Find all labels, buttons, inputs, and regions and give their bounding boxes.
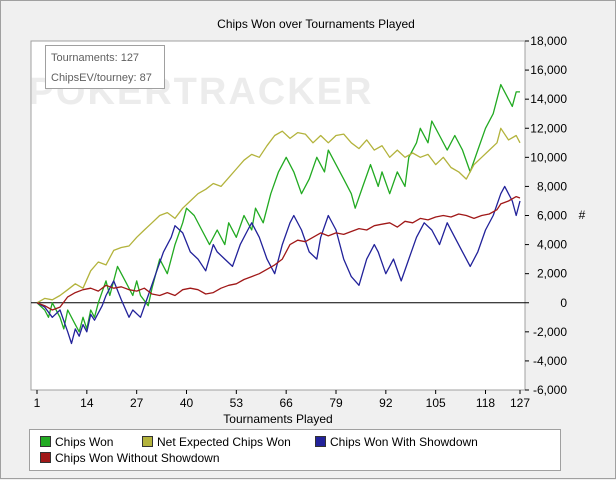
y-tick-label: -2,000 <box>533 325 567 339</box>
x-axis-title: Tournaments Played <box>223 412 332 426</box>
legend-label: Chips Won Without Showdown <box>55 451 220 465</box>
x-tick-label: 79 <box>329 396 343 410</box>
legend-item-chips-won: Chips Won <box>40 434 113 450</box>
y-tick-label: 2,000 <box>537 267 567 281</box>
legend-item-chips-won-without-showdown: Chips Won Without Showdown <box>40 450 220 466</box>
y-tick-label: 14,000 <box>530 92 567 106</box>
x-tick-label: 127 <box>510 396 530 410</box>
legend-swatch <box>142 436 153 447</box>
y-axis-title: # <box>579 208 586 222</box>
x-tick-label: 66 <box>279 396 293 410</box>
x-tick-label: 105 <box>426 396 446 410</box>
legend-label: Chips Won <box>55 435 114 449</box>
series-line-chips-won <box>36 83 520 333</box>
legend-label: Net Expected Chips Won <box>157 435 291 449</box>
x-tick-label: 92 <box>379 396 393 410</box>
legend: Chips Won Net Expected Chips Won Chips Won… <box>29 429 561 471</box>
chart-title: Chips Won over Tournaments Played <box>217 17 415 31</box>
y-tick-label: 16,000 <box>530 63 567 77</box>
info-box: Tournaments: 127 ChipsEV/tourney: 87 <box>45 45 165 89</box>
y-tick-label: 10,000 <box>530 150 567 164</box>
series-line-net-expected-chips-won <box>36 127 521 304</box>
series-line-chips-won-without-showdown <box>36 195 521 311</box>
series-line-chips-won-with-showdown <box>36 185 521 345</box>
legend-swatch <box>40 452 51 463</box>
legend-item-chips-won-with-showdown: Chips Won With Showdown <box>315 434 478 450</box>
x-tick-label: 53 <box>230 396 244 410</box>
y-tick-label: -6,000 <box>533 383 567 397</box>
x-tick-label: 27 <box>130 396 144 410</box>
x-tick-label: 14 <box>80 396 94 410</box>
x-tick-label: 40 <box>180 396 194 410</box>
legend-label: Chips Won With Showdown <box>330 435 478 449</box>
legend-swatch <box>315 436 326 447</box>
y-tick-label: 6,000 <box>537 209 567 223</box>
y-tick-label: 8,000 <box>537 179 567 193</box>
y-tick-label: 4,000 <box>537 238 567 252</box>
x-tick-label: 1 <box>34 396 41 410</box>
chipsev-per-tourney: ChipsEV/tourney: 87 <box>51 72 152 84</box>
legend-swatch <box>40 436 51 447</box>
y-tick-label: -4,000 <box>533 354 567 368</box>
x-tick-label: 118 <box>476 396 495 410</box>
y-tick-label: 0 <box>560 296 567 310</box>
tournaments-count: Tournaments: 127 <box>51 52 140 64</box>
y-tick-label: 18,000 <box>530 34 567 48</box>
y-tick-label: 12,000 <box>530 121 567 135</box>
legend-item-net-expected-chips-won: Net Expected Chips Won <box>142 434 291 450</box>
